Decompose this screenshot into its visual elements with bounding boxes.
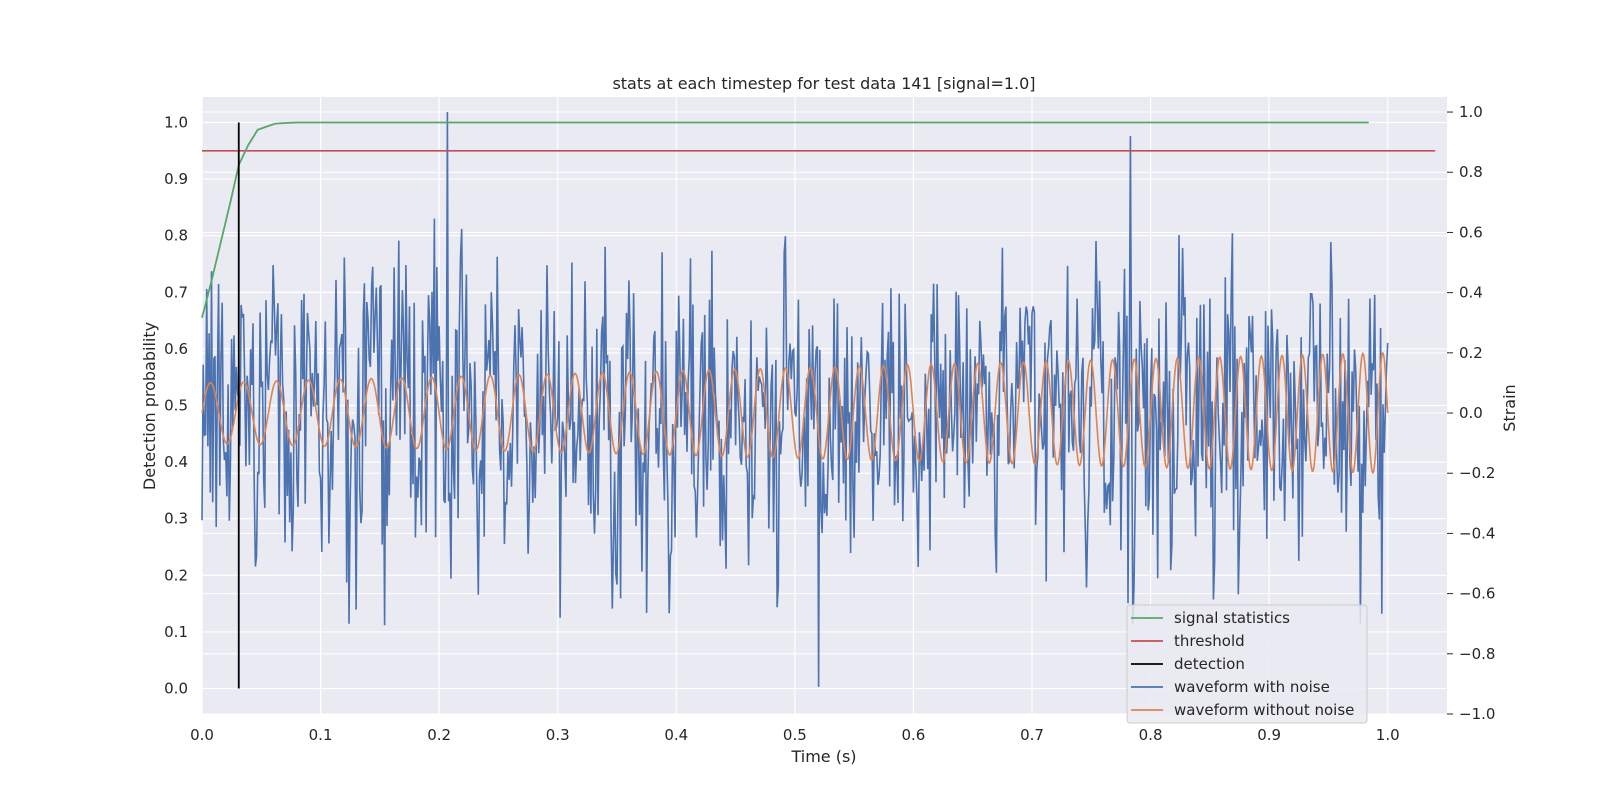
chart-title: stats at each timestep for test data 141… bbox=[612, 74, 1035, 93]
y-left-tick-label: 0.5 bbox=[164, 397, 188, 415]
y-left-tick-label: 0.1 bbox=[164, 623, 188, 641]
x-tick-label: 0.1 bbox=[309, 726, 333, 744]
y-left-tick-label: 0.8 bbox=[164, 227, 188, 245]
y-right-tick-label: 0.4 bbox=[1459, 284, 1483, 302]
y-axis-left-title: Detection probability bbox=[140, 322, 159, 490]
y-left-tick-label: 1.0 bbox=[164, 113, 188, 131]
legend-label-detection: detection bbox=[1174, 655, 1245, 673]
y-right-tick-label: 0.2 bbox=[1459, 344, 1483, 362]
x-tick-label: 0.0 bbox=[190, 726, 214, 744]
legend-label-threshold: threshold bbox=[1174, 632, 1245, 650]
y-left-tick-label: 0.2 bbox=[164, 566, 188, 584]
x-tick-label: 0.8 bbox=[1139, 726, 1163, 744]
waveform-without-noise-line bbox=[201, 351, 1389, 475]
y-right-tick-label: 0.6 bbox=[1459, 223, 1483, 241]
y-left-tick-label: 0.0 bbox=[164, 680, 188, 698]
x-tick-label: 0.2 bbox=[427, 726, 451, 744]
waveform-with-noise-line bbox=[201, 111, 1389, 687]
legend-label-waveform-without-noise: waveform without noise bbox=[1174, 701, 1354, 719]
series-layer bbox=[201, 111, 1436, 689]
y-left-tick-label: 0.7 bbox=[164, 283, 188, 301]
y-right-tick-label: 1.0 bbox=[1459, 103, 1483, 121]
legend-box bbox=[1126, 604, 1368, 724]
x-tick-label: 0.5 bbox=[783, 726, 807, 744]
y-right-tick-label: −0.6 bbox=[1459, 585, 1495, 603]
y-right-tick-label: −0.8 bbox=[1459, 645, 1495, 663]
y-left-tick-label: 0.4 bbox=[164, 453, 188, 471]
signal-statistics-line bbox=[201, 121, 1369, 319]
legend-label-signal-statistics: signal statistics bbox=[1174, 609, 1290, 627]
y-left-tick-label: 0.6 bbox=[164, 340, 188, 358]
x-tick-label: 0.6 bbox=[901, 726, 925, 744]
y-left-tick-label: 0.9 bbox=[164, 170, 188, 188]
tick-layer: 0.0 0.1 0.2 0.3 0.4 0.5 0.6 0.7 0.8 0.9 1.0 0.0 0.1 0… bbox=[164, 103, 1495, 744]
y-right-tick-label: −0.4 bbox=[1459, 524, 1495, 542]
y-right-tick-label: −0.2 bbox=[1459, 464, 1495, 482]
legend: signal statistics threshold detection wa… bbox=[1126, 604, 1368, 724]
x-axis-title: Time (s) bbox=[790, 747, 856, 766]
x-tick-label: 1.0 bbox=[1376, 726, 1400, 744]
x-tick-label: 0.7 bbox=[1020, 726, 1044, 744]
legend-label-waveform-with-noise: waveform with noise bbox=[1174, 678, 1330, 696]
y-right-tick-label: −1.0 bbox=[1459, 705, 1495, 723]
y-left-tick-label: 0.3 bbox=[164, 510, 188, 528]
x-tick-label: 0.9 bbox=[1257, 726, 1281, 744]
y-axis-right-title: Strain bbox=[1500, 384, 1519, 431]
y-right-tick-label: 0.0 bbox=[1459, 404, 1483, 422]
x-tick-label: 0.3 bbox=[546, 726, 570, 744]
y-right-tick-label: 0.8 bbox=[1459, 163, 1483, 181]
x-tick-label: 0.4 bbox=[664, 726, 688, 744]
